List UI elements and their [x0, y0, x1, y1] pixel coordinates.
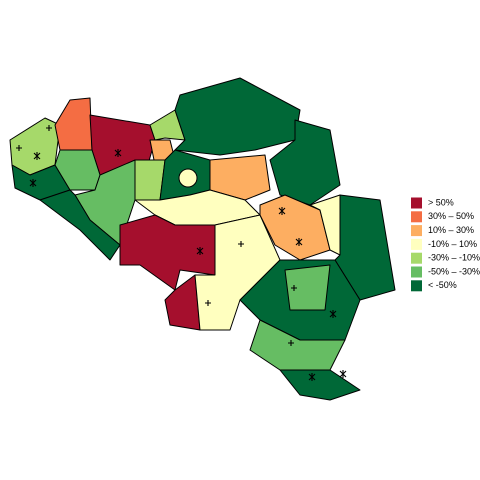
legend-label: -30% – -10%	[428, 253, 480, 263]
region	[178, 168, 198, 188]
plus-markers	[16, 125, 297, 346]
region	[164, 274, 201, 331]
region	[194, 214, 281, 331]
legend-label: -10% – 10%	[428, 239, 477, 249]
region	[309, 194, 341, 256]
region	[54, 97, 93, 151]
legend: > 50% 30% – 50% 10% – 30% -10% – 10% -30% – …	[411, 197, 480, 292]
region	[39, 189, 121, 261]
legend-label: 30% – 50%	[428, 211, 474, 221]
legend-swatch	[411, 197, 422, 209]
region	[279, 369, 361, 401]
legend-swatch	[411, 280, 422, 292]
region	[284, 264, 331, 311]
asterisk-markers	[29, 149, 347, 381]
legend-swatch	[411, 238, 422, 250]
region	[259, 194, 331, 261]
legend-swatch	[411, 252, 422, 264]
region	[119, 214, 216, 291]
legend-swatch	[411, 266, 422, 278]
legend-label: -50% – -30%	[428, 266, 480, 276]
legend-label: > 50%	[428, 197, 454, 207]
legend-label: < -50%	[428, 280, 457, 290]
symbols	[16, 125, 347, 381]
legend-swatch	[411, 225, 422, 237]
regions	[9, 77, 396, 401]
region	[174, 77, 301, 156]
legend-label: 10% – 30%	[428, 225, 474, 235]
region	[149, 109, 186, 141]
legend-swatch	[411, 211, 422, 223]
